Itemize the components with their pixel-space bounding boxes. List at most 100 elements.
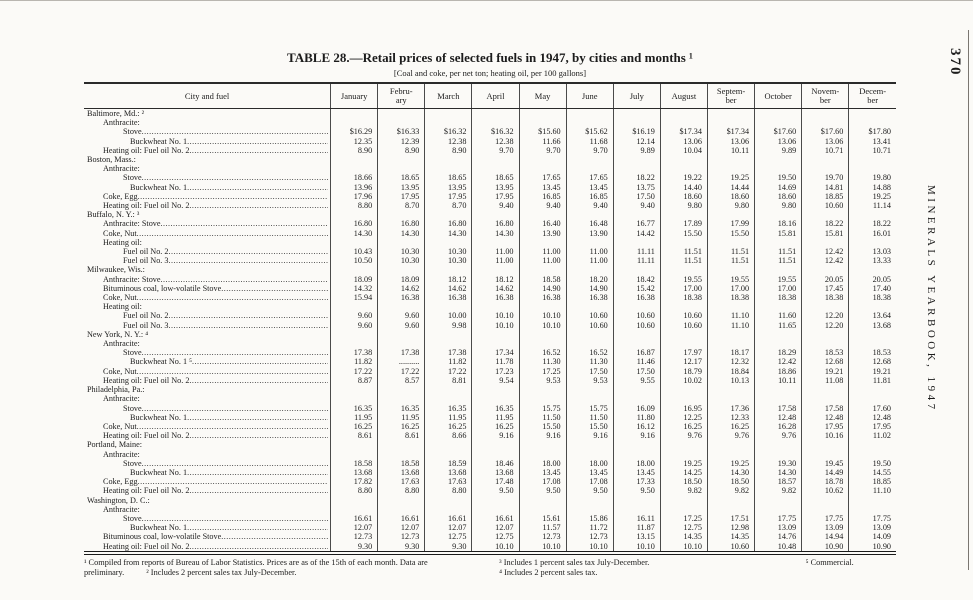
price-cell: 11.95 [377,412,425,422]
price-cell: 11.78 [471,357,520,367]
price-cell: 9.76 [659,431,708,441]
price-cell [754,504,802,514]
price-cell: 19.55 [754,274,802,284]
column-header-month: Septem- ber [706,83,755,109]
price-cell: 19.21 [848,366,896,376]
price-cell [565,210,614,220]
row-label: Anthracite: [103,339,140,349]
price-cell [801,329,849,340]
price-cell: 18.09 [330,274,378,284]
row-label: Fuel oil No. 2 [84,311,331,320]
table-row: Philadelphia, Pa.: [84,385,896,395]
price-cell: 13.09 [801,523,849,533]
price-cell: 16.38 [424,293,472,303]
price-cell [659,339,708,349]
table-row: Heating oil: Fuel oil No. 28.908.908.909… [84,145,896,156]
column-header-month: May [518,83,567,109]
price-cell: 17.50 [612,191,661,202]
table-row: Bituminous coal, low-volatile Stove12.73… [84,532,896,542]
price-cell [565,339,614,349]
price-cell: 18.50 [659,477,708,487]
row-label: Anthracite: [103,394,140,404]
dot-leader [138,192,329,201]
price-cell: 11.82 [424,357,472,367]
price-cell [754,329,802,340]
scan-edge-artifact-top [0,0,973,1]
price-cell: 18.38 [801,293,849,303]
price-cell: 16.80 [330,219,378,229]
price-cell: 10.04 [659,145,708,156]
row-label: Coke, Nut [84,367,331,376]
row-label: Fuel oil No. 3 [84,256,331,265]
price-cell: 11.81 [848,375,896,386]
table-row: Stove$16.29$16.33$16.32$16.32$15.60$15.6… [84,127,896,137]
price-cell: 15.86 [565,513,614,524]
price-cell [518,164,567,174]
row-label: New York, N. Y.: ⁴ [87,329,149,339]
price-cell: 18.65 [377,173,425,183]
table-row: Heating oil: Fuel oil No. 28.808.708.709… [84,201,896,211]
price-cell [471,108,520,119]
dot-leader [137,229,328,238]
price-cell [801,385,849,395]
price-cell: 9.53 [565,375,614,386]
price-cell: 11.50 [565,412,614,422]
price-cell [471,449,520,459]
price-cell: 11.00 [565,247,614,257]
price-cell: 17.58 [754,403,802,413]
price-cell: 17.65 [565,173,614,183]
price-cell: 11.08 [801,375,849,386]
price-cell [424,449,472,459]
column-header-month: July [612,83,661,109]
price-cell: 17.95 [377,191,425,202]
price-cell: 10.30 [424,247,472,257]
price-cell: 9.30 [424,541,472,553]
row-label: Heating oil: [103,237,142,247]
dot-leader [142,348,328,357]
price-cell [801,495,849,505]
row-label: Coke, Nut [84,293,331,302]
price-cell: 16.09 [612,403,661,413]
price-cell: 10.60 [801,201,849,211]
price-cell: 10.11 [706,145,755,156]
price-cell [801,265,849,275]
price-cell: 9.98 [424,320,472,330]
price-cell [659,210,708,220]
price-cell [424,440,472,450]
price-cell: 13.64 [848,311,896,321]
row-label: Washington, D. C.: [87,495,150,505]
table-row: Milwaukee, Wis.: [84,265,896,275]
price-cell [471,155,520,165]
price-cell: 9.80 [659,201,708,211]
price-cell [706,504,755,514]
price-cell: 8.57 [377,375,425,386]
column-header-city-and-fuel: City and fuel [84,83,331,109]
price-cell [330,265,378,275]
price-cell: 12.07 [424,523,472,533]
price-cell [848,302,896,312]
table-row: Boston, Mass.: [84,155,896,165]
price-cell [424,210,472,220]
dot-leader [137,367,328,376]
price-cell [659,394,708,404]
dot-leader [138,477,329,486]
dot-leader [161,275,329,284]
price-cell [377,210,425,220]
price-cell: $16.29 [330,127,378,137]
price-cell: 17.38 [424,348,472,358]
price-cell [424,155,472,165]
price-cell [612,329,661,340]
price-cell: 17.58 [801,403,849,413]
row-label: Buckwheat No. 1 [84,183,331,192]
price-cell: 9.60 [377,311,425,321]
price-cell [471,237,520,248]
table-row: Baltimore, Md.: ² [84,108,896,119]
price-cell: 14.90 [565,283,614,294]
price-cell: 9.40 [565,201,614,211]
row-label: Stove [84,348,331,357]
price-cell: 13.68 [424,467,472,478]
price-cell: 16.28 [754,421,802,432]
price-cell [518,449,567,459]
price-cell: 19.21 [801,366,849,376]
table-row: Anthracite: Stove18.0918.0918.1218.1218.… [84,274,896,284]
